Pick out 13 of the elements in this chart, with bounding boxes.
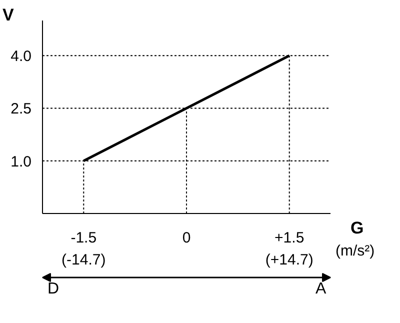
y-tick-label: 4.0 <box>10 48 32 66</box>
x2-axis-title: (m/s²) <box>336 242 375 260</box>
x2-tick-label: (+14.7) <box>265 252 314 268</box>
y-tick-label: 2.5 <box>10 100 32 118</box>
x-tick-label: -1.5 <box>70 230 97 246</box>
x-tick-label: +1.5 <box>274 230 304 246</box>
x-axis-title: G <box>350 218 364 238</box>
x2-tick-label: (-14.7) <box>62 252 106 268</box>
y-tick-label: 1.0 <box>10 153 32 170</box>
x-tick-label: 0 <box>182 230 191 246</box>
y-axis-title: V <box>2 6 14 24</box>
text: A <box>316 280 326 298</box>
text: D <box>48 280 60 298</box>
